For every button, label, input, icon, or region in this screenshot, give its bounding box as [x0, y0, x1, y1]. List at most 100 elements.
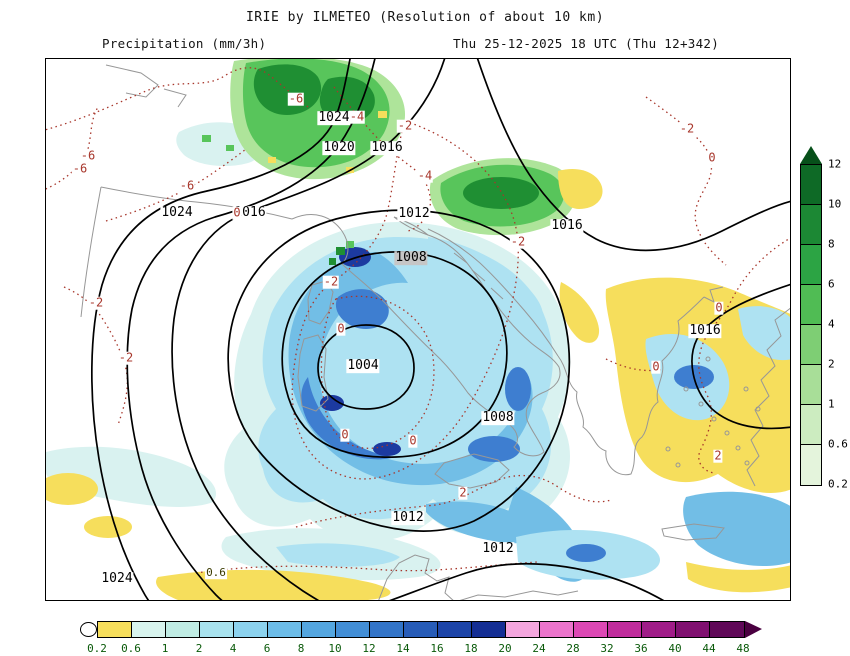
valid-time-label: Thu 25-12-2025 18 UTC (Thu 12+342)	[453, 36, 720, 51]
bottom-colorbar-label: 32	[600, 642, 614, 655]
right-colorbar-cell	[801, 325, 821, 365]
map-labels-layer: 1024 1020 1016 1024 1016 1012 1008 1016 1016 1004…	[46, 59, 790, 600]
right-colorbar-label: 0.6	[828, 437, 848, 451]
bottom-colorbar-label: 48	[736, 642, 750, 655]
bottom-colorbar-cell	[540, 622, 574, 637]
bottom-colorbar-arrow-icon	[745, 621, 762, 638]
misc-contour-label: 0.6	[205, 566, 227, 580]
temperature-contour-label: -6	[178, 178, 196, 193]
right-colorbar-cell	[801, 205, 821, 245]
bottom-colorbar-label: 14	[396, 642, 410, 655]
pressure-contour-label: 1004	[346, 358, 380, 374]
bottom-colorbar-label: 10	[328, 642, 342, 655]
bottom-colorbar: 0.2 0.6 1 2 4 6 8 10 12 14 16 18 20 24 28 32 36 40 44 48	[80, 621, 800, 655]
field-label: Precipitation (mm/3h)	[102, 36, 267, 51]
right-colorbar-labels: 12 10 8 6 4 2 1 0.6 0.2	[828, 158, 850, 494]
bottom-colorbar-cell	[132, 622, 166, 637]
right-colorbar-label: 1	[828, 397, 835, 411]
temperature-contour-label: -2	[396, 118, 414, 133]
temperature-contour-label: -2	[322, 274, 340, 289]
right-colorbar: 12 10 8 6 4 2 1 0.6 0.2	[800, 146, 850, 491]
bottom-colorbar-label: 24	[532, 642, 546, 655]
pressure-contour-label: 1012	[391, 510, 425, 526]
bottom-colorbar-label: 20	[498, 642, 512, 655]
bottom-colorbar-cell	[370, 622, 404, 637]
bottom-colorbar-cell	[166, 622, 200, 637]
pressure-contour-label: 1024	[317, 110, 351, 126]
bottom-colorbar-label: 28	[566, 642, 580, 655]
right-colorbar-label: 8	[828, 237, 835, 251]
right-colorbar-label: 4	[828, 317, 835, 331]
temperature-contour-label: 0	[340, 427, 350, 442]
temperature-contour-label: 0	[651, 359, 661, 374]
bottom-colorbar-label: 44	[702, 642, 716, 655]
bottom-colorbar-label: 36	[634, 642, 648, 655]
right-colorbar-cells	[800, 164, 822, 486]
temperature-contour-label: 0	[714, 300, 724, 315]
map-graphics	[46, 59, 790, 600]
temperature-contour-label: -6	[79, 148, 97, 163]
pressure-contour-label: 1012	[397, 206, 431, 222]
bottom-colorbar-min-icon	[80, 622, 97, 637]
bottom-colorbar-cell	[642, 622, 676, 637]
bottom-colorbar-label: 40	[668, 642, 682, 655]
bottom-colorbar-label: 8	[297, 642, 305, 655]
temperature-contour-label: 0	[707, 150, 717, 165]
temperature-contour-label: -4	[348, 109, 366, 124]
pressure-contour-label: 1024	[100, 571, 134, 587]
bottom-colorbar-cell	[404, 622, 438, 637]
bottom-colorbar-cells	[97, 621, 745, 638]
bottom-colorbar-cell	[200, 622, 234, 637]
right-colorbar-cell	[801, 365, 821, 405]
pressure-contour-label: 1024	[160, 205, 194, 221]
pressure-contour-label: 1020	[322, 140, 356, 156]
pressure-contour-label: 1016	[550, 218, 584, 234]
right-colorbar-cell	[801, 245, 821, 285]
pressure-contour-label: 1008	[394, 250, 428, 266]
bottom-colorbar-cell	[336, 622, 370, 637]
pressure-contour-label: 1016	[370, 140, 404, 156]
temperature-contour-label: -2	[678, 121, 696, 136]
temperature-contour-label: -2	[509, 234, 527, 249]
pressure-contour-label: 1012	[481, 541, 515, 557]
temperature-contour-label: -6	[71, 161, 89, 176]
right-colorbar-label: 2	[828, 357, 835, 371]
right-colorbar-cell	[801, 405, 821, 445]
right-colorbar-cell	[801, 445, 821, 485]
right-colorbar-label: 12	[828, 157, 842, 171]
temperature-contour-label: 0	[408, 433, 418, 448]
temperature-contour-label: 2	[458, 485, 468, 500]
pressure-contour-label: 1008	[481, 410, 515, 426]
bottom-colorbar-cell	[268, 622, 302, 637]
temperature-contour-label: -2	[117, 350, 135, 365]
right-colorbar-cell	[801, 165, 821, 205]
temperature-contour-label: 0	[232, 205, 242, 220]
bottom-colorbar-cell	[676, 622, 710, 637]
bottom-colorbar-label: 12	[362, 642, 376, 655]
bottom-colorbar-label: 16	[430, 642, 444, 655]
bottom-colorbar-cell	[608, 622, 642, 637]
temperature-contour-label: -2	[87, 295, 105, 310]
bottom-colorbar-label: 4	[229, 642, 237, 655]
bottom-colorbar-cell	[506, 622, 540, 637]
bottom-colorbar-label: 1	[161, 642, 169, 655]
bottom-colorbar-label: 0.6	[121, 642, 141, 655]
bottom-colorbar-label: 0.2	[87, 642, 107, 655]
bottom-colorbar-label: 6	[263, 642, 271, 655]
right-colorbar-label: 6	[828, 277, 835, 291]
bottom-colorbar-label: 18	[464, 642, 478, 655]
right-colorbar-cell	[801, 285, 821, 325]
right-colorbar-arrow-icon	[800, 146, 822, 164]
bottom-colorbar-labels: 0.2 0.6 1 2 4 6 8 10 12 14 16 18 20 24 28 32 36 40 44 48	[87, 642, 757, 655]
bottom-colorbar-cell	[302, 622, 336, 637]
temperature-contour-label: 0	[336, 321, 346, 336]
bottom-colorbar-cell	[234, 622, 268, 637]
bottom-colorbar-cell	[98, 622, 132, 637]
bottom-colorbar-label: 2	[195, 642, 203, 655]
right-colorbar-label: 10	[828, 197, 842, 211]
map-area: 1024 1020 1016 1024 1016 1012 1008 1016 1016 1004…	[45, 58, 791, 601]
bottom-colorbar-cell	[574, 622, 608, 637]
page-title: IRIE by ILMETEO (Resolution of about 10 …	[245, 10, 605, 25]
pressure-contour-label: 1016	[233, 205, 267, 221]
